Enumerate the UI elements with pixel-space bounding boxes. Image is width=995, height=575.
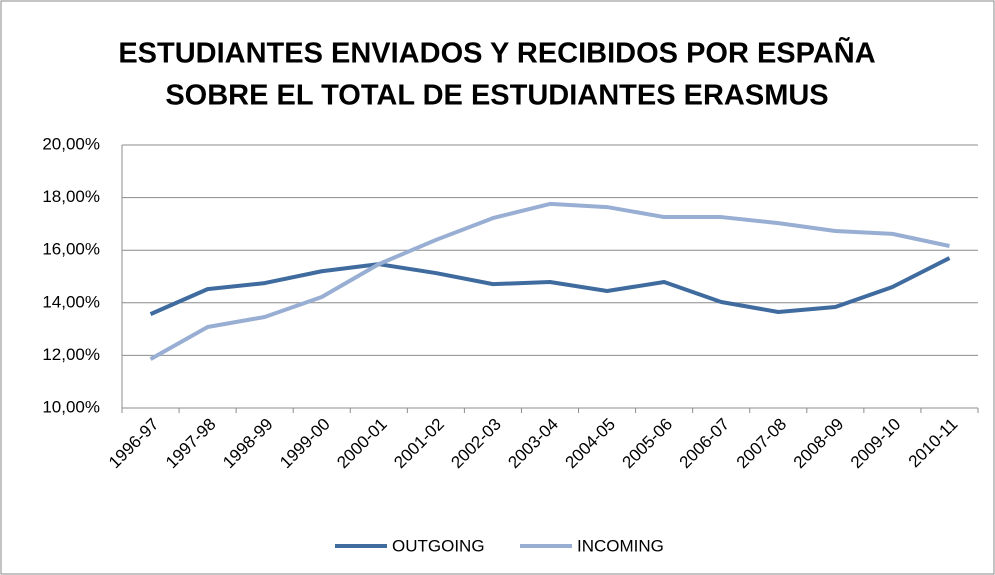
legend-label: INCOMING bbox=[577, 536, 664, 555]
chart-title: ESTUDIANTES ENVIADOS Y RECIBIDOS POR ESP… bbox=[118, 36, 875, 70]
y-tick-label: 10,00% bbox=[42, 397, 100, 416]
chart-title: SOBRE EL TOTAL DE ESTUDIANTES ERASMUS bbox=[165, 80, 828, 112]
series-line bbox=[149, 201, 950, 361]
y-tick-label: 20,00% bbox=[42, 134, 100, 153]
y-tick-label: 12,00% bbox=[42, 345, 100, 364]
y-tick-label: 18,00% bbox=[42, 187, 100, 206]
y-tick-label: 16,00% bbox=[42, 240, 100, 259]
y-tick-label: 14,00% bbox=[42, 292, 100, 311]
series-line bbox=[149, 256, 951, 316]
legend-label: OUTGOING bbox=[392, 536, 485, 555]
